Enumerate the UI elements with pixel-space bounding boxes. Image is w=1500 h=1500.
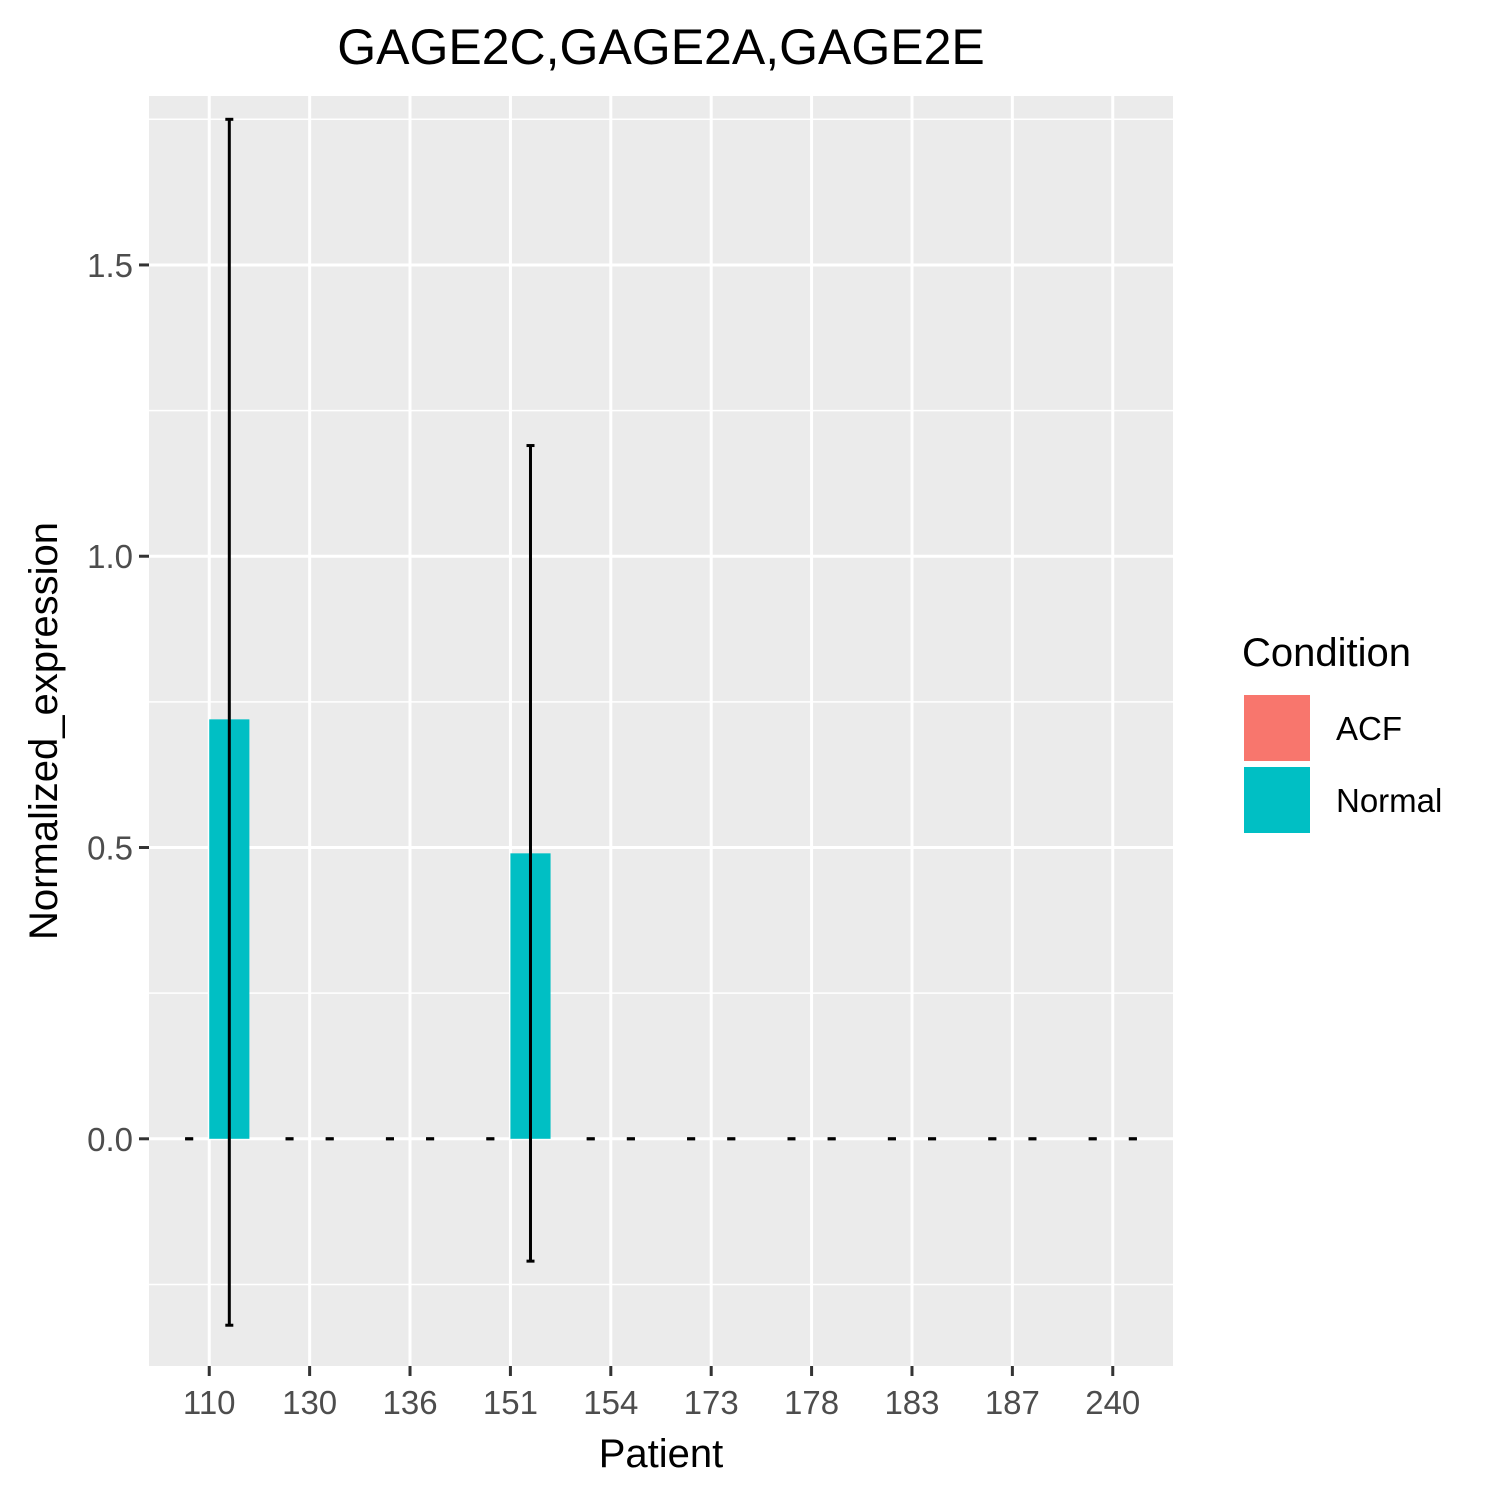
x-tick-label: 130 — [282, 1384, 337, 1421]
error-bars — [185, 117, 1137, 1327]
x-tick-label: 183 — [884, 1384, 939, 1421]
legend: Condition ACF Normal — [1242, 631, 1442, 835]
y-axis: 0.0 0.5 1.0 1.5 — [87, 247, 149, 1158]
x-axis: 110 130 136 151 154 173 178 183 187 240 — [183, 1366, 1140, 1421]
legend-items: ACF Normal — [1242, 693, 1442, 835]
x-axis-label: Patient — [599, 1432, 724, 1476]
y-tick-label: 1.5 — [87, 247, 133, 284]
x-tick-label: 178 — [784, 1384, 839, 1421]
legend-label: Normal — [1336, 782, 1442, 819]
y-tick-label: 0.5 — [87, 830, 133, 867]
x-tick-label: 240 — [1085, 1384, 1140, 1421]
legend-title: Condition — [1242, 631, 1411, 675]
x-tick-label: 151 — [483, 1384, 538, 1421]
legend-key — [1242, 765, 1312, 835]
grid-minor — [149, 118, 1173, 1286]
plot-panel — [149, 96, 1173, 1366]
x-tick-label: 136 — [382, 1384, 437, 1421]
x-tick-label: 187 — [985, 1384, 1040, 1421]
x-tick-label: 154 — [583, 1384, 638, 1421]
y-tick-label: 0.0 — [87, 1121, 133, 1158]
legend-key — [1242, 693, 1312, 763]
x-tick-label: 173 — [684, 1384, 739, 1421]
y-tick-label: 1.0 — [87, 538, 133, 575]
x-tick-label: 110 — [183, 1384, 236, 1421]
legend-label: ACF — [1336, 710, 1402, 747]
grid-major — [149, 96, 1173, 1366]
chart-title: GAGE2C,GAGE2A,GAGE2E — [337, 19, 984, 75]
y-axis-label: Normalized_expression — [22, 522, 66, 940]
